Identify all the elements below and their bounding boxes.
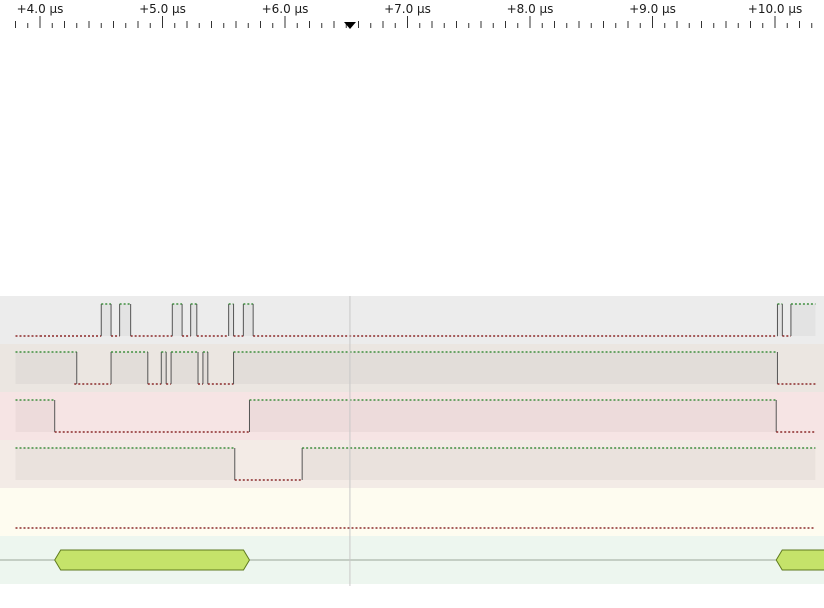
high-fill <box>777 304 782 336</box>
high-fill <box>16 448 235 480</box>
high-fill <box>191 304 197 336</box>
tick-label: +5.0 µs <box>139 2 186 16</box>
tick-label: +4.0 µs <box>16 2 64 16</box>
tick-label: +10.0 µs <box>747 2 803 16</box>
bus-segment[interactable] <box>775 549 824 571</box>
tick-label: +9.0 µs <box>629 2 676 16</box>
high-fill <box>16 352 77 384</box>
high-fill <box>111 352 148 384</box>
high-fill <box>161 352 166 384</box>
tick-label: +8.0 µs <box>506 2 554 16</box>
high-fill <box>120 304 131 336</box>
high-fill <box>302 448 815 480</box>
bus-segment[interactable] <box>54 549 251 571</box>
high-fill <box>229 304 234 336</box>
high-fill <box>234 352 778 384</box>
high-fill <box>243 304 253 336</box>
ruler-ticks <box>15 16 813 28</box>
high-fill <box>101 304 111 336</box>
high-fill <box>249 400 776 432</box>
trace-canvas <box>0 296 824 586</box>
high-fill <box>172 304 182 336</box>
channel-row-ch4[interactable] <box>0 488 824 536</box>
high-fill <box>171 352 198 384</box>
high-fill <box>791 304 816 336</box>
tick-label: +7.0 µs <box>384 2 431 16</box>
trace-area[interactable] <box>0 296 824 586</box>
time-ruler[interactable]: +4.0 µs +5.0 µs +6.0 µs +7.0 µs +8.0 µs +9.0 … <box>0 0 824 32</box>
high-fill <box>16 400 55 432</box>
cursor-marker-icon[interactable] <box>343 22 356 29</box>
tick-label: +6.0 µs <box>261 2 309 16</box>
high-fill <box>203 352 208 384</box>
